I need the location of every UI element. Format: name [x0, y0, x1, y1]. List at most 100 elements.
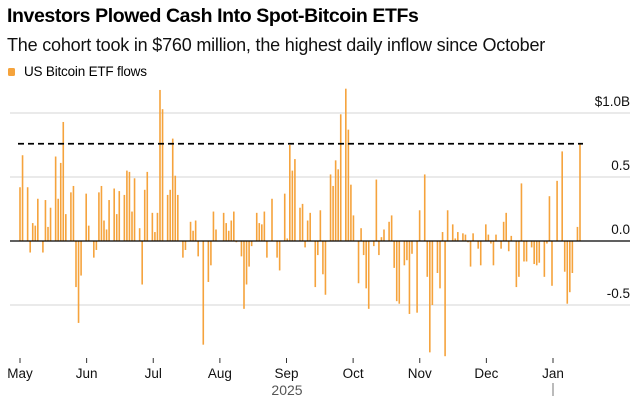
bar	[388, 221, 390, 241]
bar	[49, 207, 52, 241]
bar	[408, 241, 411, 314]
bar	[243, 241, 245, 309]
bar	[530, 241, 533, 248]
bar	[227, 230, 230, 241]
bar	[123, 194, 126, 241]
y-tick-label: 0.0	[611, 222, 630, 237]
bar	[151, 212, 154, 241]
bar	[283, 193, 286, 241]
bar	[108, 200, 110, 241]
bar	[146, 171, 149, 241]
bar	[561, 151, 563, 241]
bar	[133, 178, 136, 241]
bar	[286, 238, 289, 241]
y-tick-label: $1.0B	[595, 94, 630, 109]
x-tick-label: Sep	[274, 366, 298, 381]
bar	[233, 211, 235, 241]
bar	[520, 183, 523, 241]
bar	[556, 180, 558, 241]
bar	[212, 211, 215, 241]
bar	[31, 223, 34, 241]
x-tick-label: Jan	[542, 366, 564, 381]
bar	[380, 237, 383, 241]
bar	[485, 224, 487, 241]
bar	[362, 241, 365, 256]
x-tick-label: Oct	[343, 366, 364, 381]
bar	[324, 241, 327, 295]
bar	[454, 238, 457, 241]
bar	[131, 211, 133, 241]
bar	[42, 241, 44, 253]
bar	[352, 215, 355, 241]
bar	[495, 234, 497, 241]
bar	[271, 198, 273, 241]
bar	[546, 241, 548, 244]
bar	[44, 200, 47, 241]
bar	[291, 170, 294, 241]
bar	[189, 221, 192, 241]
legend-label: US Bitcoin ETF flows	[24, 64, 147, 79]
bar	[192, 230, 194, 241]
bar	[500, 241, 502, 249]
bar	[207, 241, 210, 282]
bar	[462, 233, 464, 241]
bar	[194, 220, 197, 241]
bar	[350, 184, 352, 241]
bar	[490, 241, 492, 244]
bar	[357, 241, 360, 284]
bar	[222, 212, 225, 241]
bar	[87, 225, 90, 241]
bar	[304, 241, 306, 248]
bar	[337, 169, 339, 241]
bar	[418, 210, 421, 241]
bar	[576, 226, 579, 241]
axes: $1.0B 0.5 0.0 -0.5 May Jun Jul Aug Sep Oct Nov Dec J…	[7, 94, 630, 398]
bar	[334, 160, 337, 241]
bar	[436, 241, 439, 273]
bar	[113, 188, 115, 241]
bar	[464, 234, 467, 241]
bar	[398, 241, 401, 304]
x-tick-label: Jul	[145, 366, 162, 381]
bar	[54, 156, 57, 241]
bar	[105, 229, 108, 241]
bar	[538, 241, 541, 263]
bar	[197, 241, 199, 257]
bar	[182, 241, 184, 258]
bar	[210, 241, 212, 266]
bar	[306, 220, 309, 241]
bar	[444, 241, 446, 357]
bar	[258, 223, 261, 241]
x-tick-label: Dec	[474, 366, 498, 381]
bar	[390, 215, 393, 241]
x-tick-label: Aug	[208, 366, 232, 381]
bar	[467, 241, 469, 243]
bar	[383, 229, 385, 241]
bar	[469, 241, 472, 267]
bar	[128, 171, 131, 241]
bar	[93, 241, 95, 258]
bar	[177, 194, 179, 241]
bar	[75, 241, 77, 288]
bar	[523, 241, 525, 262]
bar	[245, 241, 248, 285]
bar	[80, 241, 82, 276]
bar	[393, 241, 395, 268]
bar	[507, 241, 510, 252]
bar	[294, 159, 296, 241]
bar	[169, 189, 171, 241]
bar	[518, 241, 520, 277]
bar	[441, 232, 444, 241]
bar	[85, 193, 87, 241]
y-tick-label: 0.5	[611, 158, 630, 173]
bar	[98, 192, 100, 241]
bar	[171, 138, 174, 241]
year-label: 2025	[271, 382, 302, 398]
bar	[59, 162, 62, 241]
bar	[159, 89, 161, 242]
bar	[156, 212, 159, 241]
bar	[77, 241, 80, 323]
bar	[255, 212, 258, 241]
bar	[457, 232, 459, 241]
bar	[429, 241, 431, 353]
